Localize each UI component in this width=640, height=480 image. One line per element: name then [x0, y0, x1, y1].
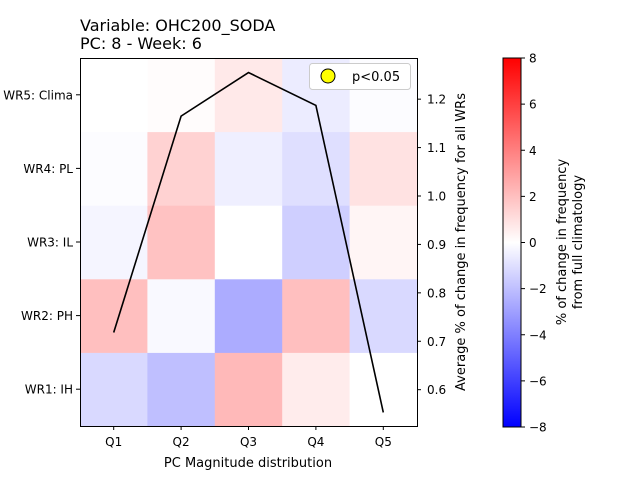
- average-change-line: [112, 71, 385, 413]
- colorbar-tick-label: 0: [529, 236, 537, 250]
- heatmap-cell: [214, 58, 283, 133]
- right-tick-label: 0.6: [427, 383, 446, 397]
- colorbar-tick-label: 2: [529, 190, 537, 204]
- right-tick-label: 0.7: [427, 335, 446, 349]
- right-tick-label: 1.1: [427, 141, 446, 155]
- x-tick-label: Q2: [173, 435, 190, 449]
- heatmap-cell: [349, 352, 418, 427]
- x-axis-label: PC Magnitude distribution: [164, 456, 332, 471]
- colorbar-tick-label: −4: [529, 328, 547, 342]
- legend: p<0.05: [309, 63, 411, 90]
- heatmap-cell: [282, 131, 351, 206]
- heatmap-cell: [349, 131, 418, 206]
- heatmap-cell: [214, 205, 283, 280]
- x-axis-ticks: Q1 Q2 Q3 Q4 Q5: [105, 426, 392, 449]
- heatmap-cell: [147, 205, 216, 280]
- heatmap-cells: [80, 58, 418, 427]
- colorbar-tick-label: −8: [529, 421, 547, 435]
- y-tick-label: WR2: PH: [21, 309, 73, 323]
- heatmap-cell: [80, 58, 148, 133]
- heatmap-cell: [147, 131, 216, 206]
- legend-box: [309, 63, 411, 90]
- y-tick-label: WR5: Clima: [3, 88, 73, 102]
- heatmap-cell: [214, 278, 283, 353]
- y-tick-label: WR4: PL: [23, 162, 73, 176]
- heatmap-cell: [80, 278, 148, 353]
- legend-marker-icon: [320, 68, 336, 84]
- colorbar-tick-label: −2: [529, 282, 547, 296]
- right-axis-label: Average % of change in frequency for all…: [454, 93, 469, 391]
- y-axis-ticks: WR1: IH WR2: PH WR3: IL WR4: PL WR5: Clima: [3, 88, 80, 397]
- heatmap-cell: [147, 58, 216, 133]
- heatmap-cell: [147, 278, 216, 353]
- colorbar-tick-label: −6: [529, 374, 547, 388]
- colorbar-tick-label: 8: [529, 52, 537, 66]
- colorbar-tick-label: 4: [529, 144, 537, 158]
- heatmap-cell: [214, 352, 283, 427]
- colorbar-tick-label: 6: [529, 98, 537, 112]
- heatmap-cell: [80, 205, 148, 280]
- y-tick-label: WR3: IL: [27, 236, 73, 250]
- colorbar-label-line2: from full climatology: [571, 175, 586, 309]
- x-tick-label: Q4: [307, 435, 324, 449]
- legend-label: p<0.05: [352, 70, 400, 85]
- chart-title-line2: PC: 8 - Week: 6: [80, 34, 202, 53]
- heatmap-cell: [349, 278, 418, 353]
- heatmap-cell: [147, 352, 216, 427]
- right-tick-label: 0.9: [427, 238, 446, 252]
- heatmap-cell: [282, 352, 351, 427]
- heatmap-cell: [282, 205, 351, 280]
- right-axis-ticks: 0.6 0.7 0.8 0.9 1.0 1.1 1.2: [417, 93, 446, 397]
- chart-title-line1: Variable: OHC200_SODA: [80, 16, 275, 36]
- right-tick-label: 1.0: [427, 190, 446, 204]
- x-tick-label: Q5: [375, 435, 392, 449]
- right-tick-label: 1.2: [427, 93, 446, 107]
- heatmap-cell: [214, 131, 283, 206]
- heatmap-cell: [80, 352, 148, 427]
- heatmap-cell: [80, 131, 148, 206]
- right-tick-label: 0.8: [427, 286, 446, 300]
- x-tick-label: Q3: [240, 435, 257, 449]
- colorbar-label-line1: % of change in frequency: [555, 159, 570, 326]
- colorbar: [502, 57, 522, 428]
- colorbar-ticks: −8 −6 −4 −2 0 2 4 6 8: [521, 52, 547, 435]
- y-tick-label: WR1: IH: [25, 383, 73, 397]
- x-tick-label: Q1: [105, 435, 122, 449]
- plot-frame: [80, 58, 418, 427]
- heatmap-cell: [349, 205, 418, 280]
- heatmap-cell: [282, 278, 351, 353]
